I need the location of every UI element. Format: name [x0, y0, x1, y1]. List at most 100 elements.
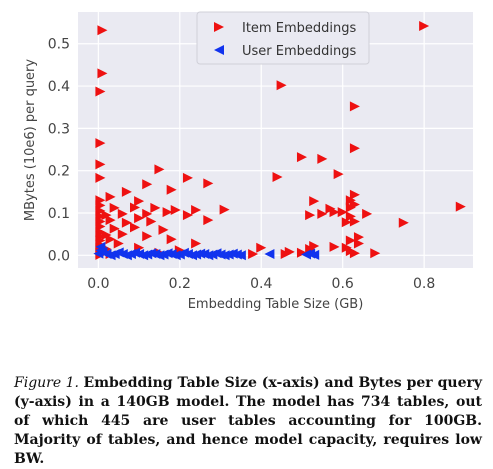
- x-tick-label: 0.0: [87, 276, 109, 292]
- item-embedding-point: [158, 224, 169, 235]
- x-tick-label: 0.2: [169, 276, 191, 292]
- item-embedding-point: [130, 202, 141, 213]
- legend-label: User Embeddings: [242, 44, 356, 59]
- item-embedding-point: [134, 213, 145, 224]
- y-axis-ticks: 0.0 0.1 0.2 0.3 0.4 0.5: [48, 37, 70, 265]
- item-embedding-point: [109, 202, 120, 213]
- item-embedding-point: [256, 242, 267, 253]
- item-embedding-point: [105, 191, 116, 202]
- x-tick-label: 0.4: [250, 276, 272, 292]
- user-embedding-point: [203, 250, 214, 261]
- user-embedding-point: [187, 250, 198, 261]
- item-embedding-point: [296, 152, 307, 163]
- item-embedding-point: [95, 86, 106, 97]
- item-embedding-point: [182, 172, 193, 183]
- item-embedding-point: [329, 241, 340, 252]
- item-embedding-point: [362, 208, 373, 219]
- item-embedding-point: [95, 138, 106, 149]
- item-embedding-point: [349, 216, 360, 227]
- item-embedding-point: [296, 247, 307, 258]
- item-embedding-point: [353, 238, 364, 249]
- item-embedding-point: [317, 153, 328, 164]
- item-embedding-point: [142, 179, 153, 190]
- item-embedding-point: [146, 216, 157, 227]
- item-embedding-point: [121, 217, 132, 228]
- item-embedding-point: [345, 235, 356, 246]
- user-embedding-point: [95, 245, 106, 256]
- item-embedding-point: [309, 196, 320, 207]
- item-embedding-point: [248, 249, 259, 260]
- item-embedding-point: [329, 207, 340, 218]
- item-embedding-point: [337, 207, 348, 218]
- data-points: [93, 20, 466, 261]
- legend-marker: [214, 45, 224, 55]
- item-embedding-point: [166, 184, 177, 195]
- item-embedding-point: [130, 222, 141, 233]
- item-embedding-point: [219, 204, 230, 215]
- item-embedding-point: [272, 172, 283, 183]
- item-embedding-point: [353, 232, 364, 243]
- item-embedding-point: [97, 25, 108, 36]
- item-embedding-point: [455, 201, 466, 212]
- item-embedding-point: [105, 215, 116, 226]
- item-embedding-point: [150, 202, 161, 213]
- item-embedding-point: [162, 207, 173, 218]
- item-embedding-point: [276, 80, 287, 91]
- x-axis-ticks: 0.0 0.2 0.4 0.6 0.8: [87, 276, 435, 292]
- user-embedding-point: [121, 250, 132, 261]
- item-embedding-point: [191, 205, 202, 216]
- item-embedding-point: [349, 101, 360, 112]
- item-embedding-point: [370, 248, 381, 259]
- item-embedding-point: [182, 210, 193, 221]
- y-tick-label: 0.2: [48, 164, 70, 180]
- item-embedding-point: [345, 202, 356, 213]
- user-embedding-point: [227, 248, 238, 259]
- item-embedding-point: [101, 210, 112, 221]
- user-embedding-point: [130, 247, 141, 258]
- user-embedding-point: [211, 248, 222, 259]
- item-embedding-point: [105, 234, 116, 245]
- item-embedding-point: [317, 208, 328, 219]
- user-embedding-point: [105, 250, 116, 261]
- caption-label: Figure 1.: [14, 375, 80, 391]
- caption-text: Embedding Table Size (x-axis) and Bytes …: [14, 375, 482, 467]
- legend-label: Item Embeddings: [242, 21, 356, 36]
- user-embedding-point: [195, 248, 206, 259]
- item-embedding-point: [117, 208, 128, 219]
- item-embedding-point: [349, 248, 360, 259]
- y-tick-label: 0.1: [48, 206, 70, 222]
- item-embedding-point: [134, 196, 145, 207]
- item-embedding-point: [305, 210, 316, 221]
- item-embedding-point: [203, 178, 214, 189]
- item-embedding-point: [142, 231, 153, 242]
- y-tick-label: 0.5: [48, 37, 70, 53]
- item-embedding-point: [419, 20, 430, 31]
- user-embedding-point: [305, 248, 316, 259]
- x-tick-label: 0.8: [413, 276, 435, 292]
- item-embedding-point: [97, 68, 108, 79]
- y-tick-label: 0.3: [48, 121, 70, 137]
- y-tick-label: 0.0: [48, 248, 70, 264]
- user-embedding-point: [154, 250, 165, 261]
- item-embedding-point: [121, 186, 132, 197]
- figure-caption: Figure 1. Embedding Table Size (x-axis) …: [14, 374, 482, 469]
- item-embedding-point: [280, 249, 291, 260]
- user-embedding-point: [264, 249, 275, 260]
- x-tick-label: 0.6: [332, 276, 354, 292]
- item-embedding-point: [398, 217, 409, 228]
- item-embedding-point: [203, 215, 214, 226]
- item-embedding-point: [95, 159, 106, 170]
- item-embedding-point: [349, 189, 360, 200]
- user-embedding-point: [138, 250, 149, 261]
- user-embedding-point: [170, 250, 181, 261]
- item-embedding-point: [113, 238, 124, 249]
- legend: Item Embeddings User Embeddings: [196, 11, 370, 65]
- user-embedding-point: [162, 248, 173, 259]
- item-embedding-point: [166, 234, 177, 245]
- item-embedding-point: [349, 143, 360, 154]
- user-embedding-point: [113, 247, 124, 258]
- item-embedding-point: [333, 169, 344, 180]
- item-embedding-point: [154, 164, 165, 175]
- legend-box: [196, 11, 370, 65]
- scatter-chart: 0.0 0.2 0.4 0.6 0.8 0.0 0.1 0.2 0.3 0.4 0.5 Embed…: [23, 11, 473, 312]
